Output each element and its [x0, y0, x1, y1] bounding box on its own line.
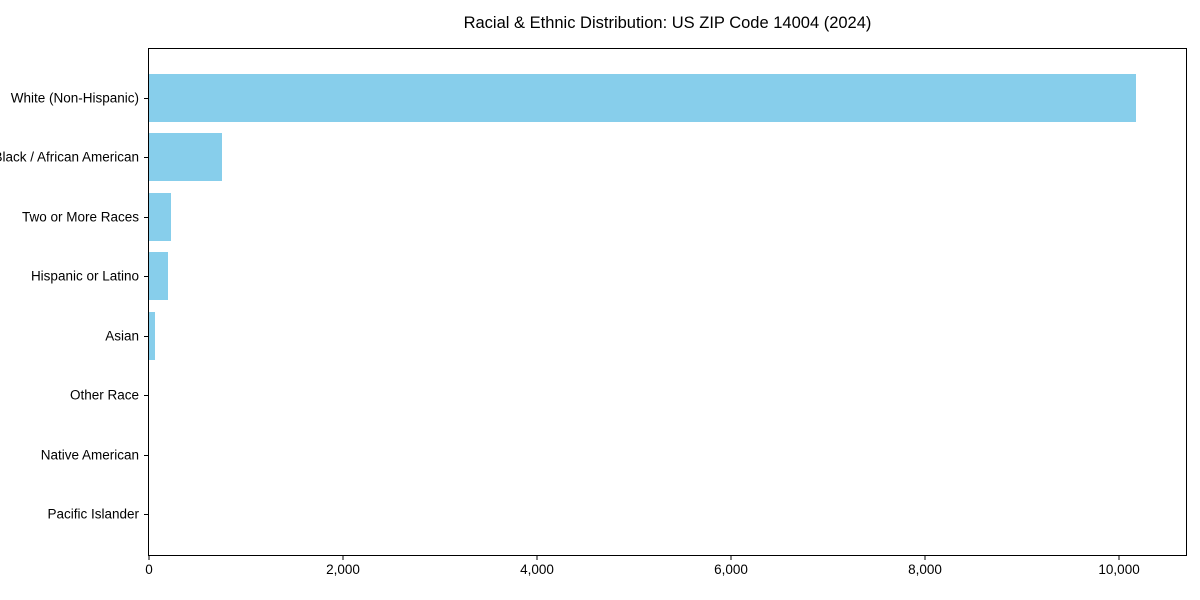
y-tick-mark [144, 454, 148, 456]
bars-container: White (Non-Hispanic) Black / African Amer… [0, 49, 1186, 555]
bar [149, 252, 168, 301]
y-tick-label: Black / African American [0, 149, 139, 165]
bar [149, 73, 1136, 122]
y-tick-mark [144, 276, 148, 278]
bar-row: Two or More Races [22, 187, 1186, 247]
y-tick-mark [144, 395, 148, 397]
y-tick-mark [144, 97, 148, 99]
y-tick-label: Other Race [69, 387, 139, 403]
y-tick-label: Two or More Races [21, 209, 139, 225]
y-tick-label: Hispanic or Latino [30, 268, 139, 284]
x-tick-label: 10,000 [1098, 562, 1140, 577]
bar-row: White (Non-Hispanic) [11, 68, 1186, 128]
bar [149, 192, 172, 241]
chart-title: Racial & Ethnic Distribution: US ZIP Cod… [463, 14, 872, 32]
y-tick-mark [144, 157, 148, 159]
x-tick-label: 6,000 [714, 562, 748, 577]
bar-row: Hispanic or Latino [31, 247, 1186, 307]
x-tick-label: 4,000 [520, 562, 554, 577]
y-tick-label: Native American [40, 447, 139, 463]
bar-row: Native American [41, 425, 1186, 485]
y-tick-label: White (Non-Hispanic) [10, 90, 139, 106]
y-tick-label: Pacific Islander [47, 506, 139, 522]
x-tick-label: 0 [145, 562, 153, 577]
x-tick-mark [730, 556, 732, 560]
x-tick-mark [536, 556, 538, 560]
y-tick-label: Asian [105, 328, 139, 344]
y-tick-mark [144, 335, 148, 337]
bar-row: Pacific Islander [47, 485, 1186, 545]
bar-row: Asian [105, 306, 1186, 366]
bar-row: Black / African American [0, 128, 1186, 188]
x-tick-label: 8,000 [908, 562, 942, 577]
bar [149, 133, 222, 182]
bar [149, 311, 155, 360]
y-tick-mark [144, 514, 148, 516]
plot-area: White (Non-Hispanic) Black / African Amer… [0, 48, 1187, 577]
x-tick-mark [924, 556, 926, 560]
x-tick-mark [148, 556, 150, 560]
x-tick-label: 2,000 [326, 562, 360, 577]
y-tick-mark [144, 216, 148, 218]
x-tick-mark [1118, 556, 1120, 560]
x-tick-mark [342, 556, 344, 560]
bar-row: Other Race [70, 366, 1186, 426]
